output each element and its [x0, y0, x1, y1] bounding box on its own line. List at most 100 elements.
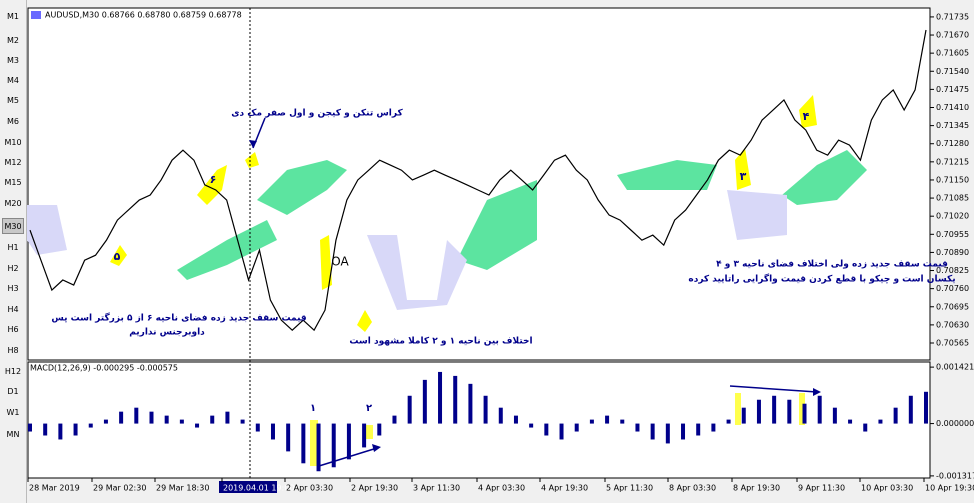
timeframe-toolbar: M1 M2 M3 M4 M5 M6 M10 M12 M15 M20 M30 H1 H2 H3 H4 H6 H8 H…	[0, 0, 27, 503]
macd-bar	[574, 423, 579, 432]
macd-bar	[149, 411, 154, 424]
timeframe-button[interactable]: M10	[4, 138, 22, 147]
macd-bar	[711, 423, 716, 432]
annotation: ۶	[210, 173, 217, 186]
macd-bar	[362, 423, 367, 448]
highlight	[735, 148, 751, 190]
macd-bar	[741, 407, 746, 424]
cloud	[257, 160, 347, 215]
y-tick-label: 0.70955	[936, 230, 969, 239]
macd-bar	[43, 423, 48, 436]
annotation: داوبرجنس نداریم	[129, 328, 205, 338]
cloud	[27, 205, 67, 255]
x-tick-label: 5 Apr 11:30	[606, 484, 653, 493]
timeframe-button[interactable]: M4	[7, 76, 19, 85]
macd-bar	[453, 375, 458, 424]
annotation: OA	[331, 255, 349, 269]
symbol-icon	[31, 11, 41, 19]
cloud	[617, 160, 717, 190]
y-tick-label: 0.70695	[936, 302, 969, 311]
macd-bar	[832, 407, 837, 424]
macd-bar	[878, 419, 883, 424]
timeframe-button[interactable]: H2	[7, 264, 19, 273]
timeframe-button[interactable]: H4	[7, 305, 19, 314]
timeframe-button[interactable]: M6	[7, 117, 19, 126]
timeframe-button[interactable]: W1	[6, 408, 20, 417]
highlight	[320, 235, 332, 290]
timeframe-button[interactable]: M3	[7, 56, 19, 65]
macd-bar	[301, 423, 306, 464]
macd-bar	[179, 419, 184, 424]
timeframe-button[interactable]: H3	[7, 284, 19, 293]
macd-bar	[210, 415, 215, 424]
x-tick-label: 4 Apr 03:30	[478, 484, 525, 493]
timeframe-button[interactable]: H1	[7, 243, 19, 252]
arrowhead	[813, 388, 821, 396]
macd-bar	[893, 407, 898, 424]
macd-bar	[589, 419, 594, 424]
arrowhead	[249, 140, 257, 148]
timeframe-button[interactable]: H12	[4, 367, 22, 376]
cloud	[177, 220, 277, 280]
timeframe-button[interactable]: M1	[7, 12, 19, 21]
timeframe-button[interactable]: MN	[6, 430, 20, 439]
annotation: اختلاف بین ناحیه ۱ و ۲ کاملا مشهود است	[349, 337, 532, 347]
macd-bar	[483, 395, 488, 424]
annotation: قیمت سقف جدید زده ولی اختلاف فضای ناحیه …	[716, 260, 948, 270]
macd-bar	[346, 423, 351, 460]
x-tick-label: 3 Apr 11:30	[413, 484, 460, 493]
timeframe-button[interactable]: M5	[7, 96, 19, 105]
highlight	[310, 420, 318, 466]
macd-bar	[513, 415, 518, 424]
chart-header: AUDUSD,M30 0.68766 0.68780 0.68759 0.687…	[45, 11, 242, 20]
macd-bar	[817, 395, 822, 424]
timeframe-button[interactable]: M12	[4, 158, 22, 167]
annotation: ۲	[366, 403, 372, 414]
annotation: ۴	[803, 110, 810, 123]
timeframe-button[interactable]: D1	[7, 387, 19, 396]
timeframe-button[interactable]: M2	[7, 36, 19, 45]
annotation: کراس تنکن و کیجن و اول صفر مک دی	[231, 109, 403, 119]
y-tick-label: 0.70565	[936, 338, 969, 347]
y-tick-label: 0.70760	[936, 284, 969, 293]
cloud	[367, 235, 467, 310]
arrow	[729, 385, 818, 393]
timeframe-button[interactable]: M20	[4, 199, 22, 208]
highlight	[110, 245, 127, 266]
macd-bar	[88, 423, 93, 428]
timeframe-button[interactable]: M15	[4, 178, 22, 187]
macd-bar	[119, 411, 124, 424]
timeframe-button[interactable]: H8	[7, 346, 19, 355]
macd-bar	[908, 395, 913, 424]
x-tick-label: 2 Apr 03:30	[286, 484, 333, 493]
y-tick-label: 0.71345	[936, 121, 969, 130]
macd-bar	[726, 419, 731, 424]
macd-bar	[468, 383, 473, 424]
y-tick-label: 0.71605	[936, 49, 969, 58]
x-tick-label: 29 Mar 02:30	[93, 484, 146, 493]
y-tick-label: 0.71540	[936, 67, 969, 76]
macd-bar	[498, 407, 503, 424]
macd-bar	[544, 423, 549, 436]
macd-bar	[195, 423, 200, 428]
timeframe-button[interactable]: H6	[7, 325, 19, 334]
macd-bar	[407, 395, 412, 424]
timeframe-button[interactable]: M30	[2, 218, 24, 234]
y-tick-label: 0.71735	[936, 12, 969, 21]
highlight	[799, 95, 817, 128]
arrowhead	[372, 444, 381, 452]
macd-bar	[331, 423, 336, 468]
y-tick-label: 0.71670	[936, 31, 969, 40]
price-panel	[27, 7, 931, 361]
macd-bar	[392, 415, 397, 424]
macd-bar	[286, 423, 291, 452]
macd-bar	[28, 423, 32, 432]
annotation: ۵	[114, 250, 121, 263]
macd-bar	[225, 411, 230, 424]
macd-bar	[756, 399, 761, 424]
macd-bar	[863, 423, 868, 432]
macd-bar	[650, 423, 655, 440]
macd-bar	[681, 423, 686, 440]
price-line	[29, 29, 927, 332]
